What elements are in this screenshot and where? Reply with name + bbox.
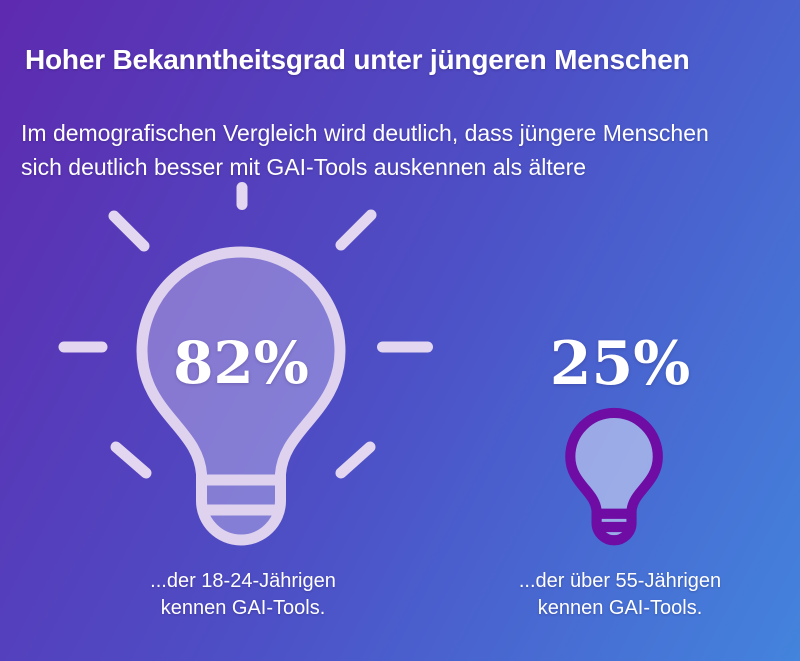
bulb-rays-illustration <box>58 182 433 479</box>
caption-old-line-2: kennen GAI-Tools. <box>537 597 703 619</box>
caption-young: ...der 18-24-Jährigen kennen GAI-Tools. <box>43 568 443 622</box>
lightbulb-icon-small <box>565 405 664 546</box>
caption-young-line-2: kennen GAI-Tools. <box>160 597 326 619</box>
page-title: Hoher Bekanntheitsgrad unter jüngeren Me… <box>25 43 690 75</box>
value-label-old: 25% <box>549 329 691 399</box>
ray-upper-right <box>335 209 377 251</box>
ray-lower-left <box>110 441 152 479</box>
subtitle-line-2: sich deutlich besser mit GAI-Tools auske… <box>21 154 587 180</box>
ray-lower-right <box>335 441 376 479</box>
caption-young-line-1: ...der 18-24-Jährigen <box>150 570 336 592</box>
subtitle: Im demografischen Vergleich wird deutlic… <box>21 116 709 184</box>
caption-old-line-1: ...der über 55-Jährigen <box>518 570 722 592</box>
ray-upper-left <box>108 210 150 252</box>
subtitle-line-1: Im demografischen Vergleich wird deutlic… <box>21 120 709 146</box>
value-label-young: 82% <box>173 329 309 397</box>
caption-old: ...der über 55-Jährigen kennen GAI-Tools… <box>490 568 750 622</box>
